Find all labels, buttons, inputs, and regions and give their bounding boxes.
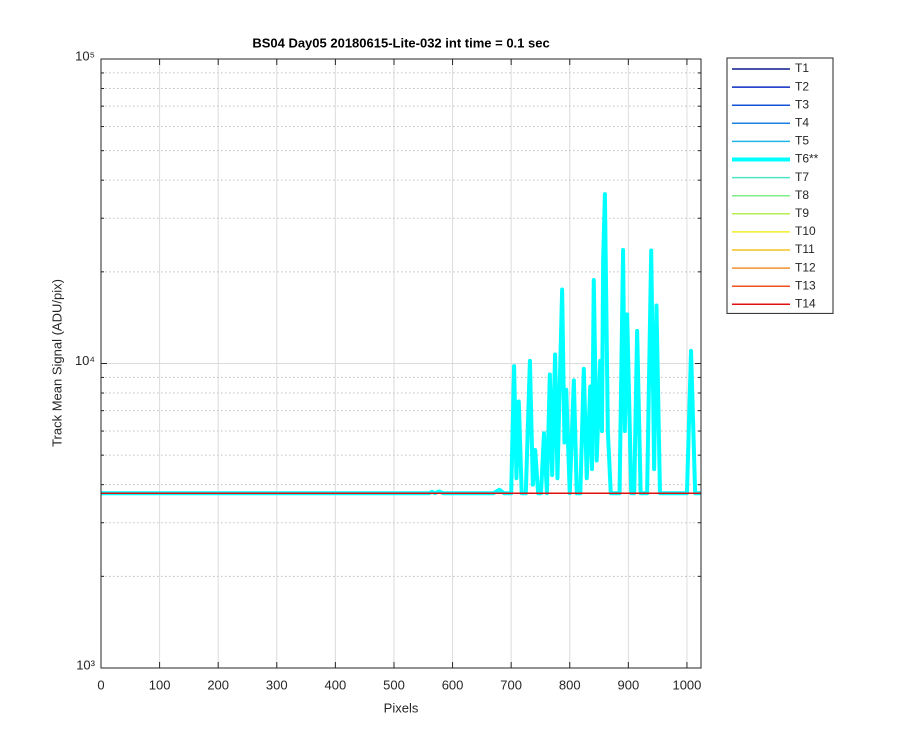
legend-label: T10 [795,224,816,238]
legend-label: T1 [795,61,809,75]
x-tick-label: 900 [617,677,639,692]
y-tick-label: 10³ [76,657,95,672]
legend-label: T14 [795,296,816,310]
y-axis-label: Track Mean Signal (ADU/pix) [49,279,64,447]
legend-label: T7 [795,170,809,184]
legend-label: T11 [795,242,815,256]
x-tick-label: 200 [207,677,229,692]
axes: 0 100 200 300 400 500 600 700 800 900 1000 10³ 10⁴ 10… [75,48,702,692]
legend-label: T12 [795,260,816,274]
x-tick-label: 1000 [672,677,701,692]
legend-label: T5 [795,134,809,148]
legend-label: T6** [795,152,819,166]
x-tick-label: 400 [325,677,347,692]
x-tick-label: 700 [500,677,522,692]
x-tick-label: 300 [266,677,288,692]
x-tick-label: 800 [559,677,581,692]
legend-label: T2 [795,79,809,93]
x-tick-label: 100 [149,677,171,692]
x-tick-label: 500 [383,677,405,692]
axes-box [100,58,702,669]
legend-label: T13 [795,278,816,292]
legend-box [726,57,834,314]
series-line [101,192,701,496]
y-tick-label: 10⁵ [75,48,95,63]
x-tick-label: 0 [97,677,104,692]
legend-label: T4 [795,115,809,129]
legend: T1 T2 T3 T4 T5 T6** T7 T8 T9 T10 T11 T12 T13 T14 [726,57,834,314]
legend-label: T9 [795,206,809,220]
legend-label: T3 [795,97,809,111]
legend-label: T8 [795,188,809,202]
y-tick-label: 10⁴ [75,353,95,368]
x-axis-label: Pixels [384,700,419,715]
chart-title: BS04 Day05 20180615-Lite-032 int time = … [252,35,549,50]
x-tick-label: 600 [442,677,464,692]
lines [101,192,701,496]
